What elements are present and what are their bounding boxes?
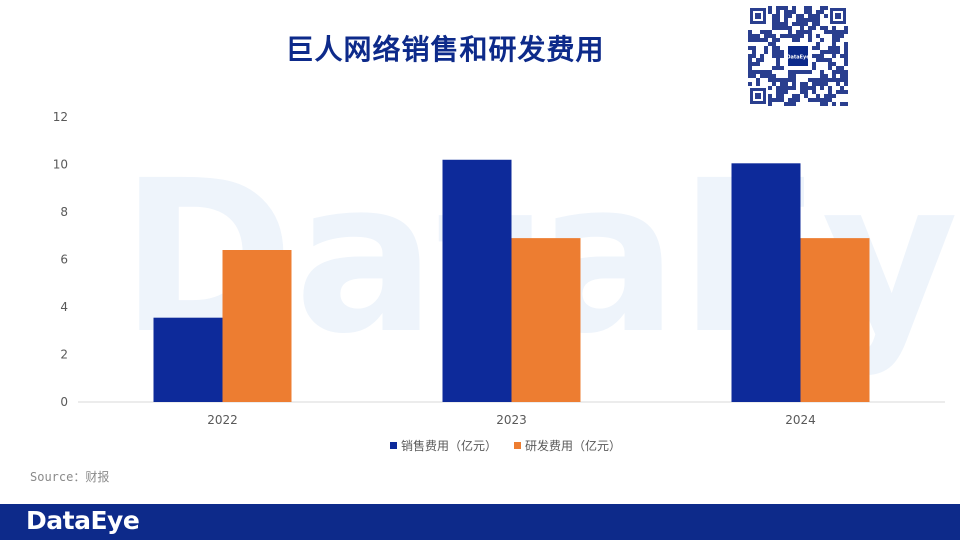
- y-tick-label: 12: [53, 110, 68, 124]
- bar-rnd-2022: [222, 250, 292, 402]
- y-tick-label: 4: [60, 300, 68, 314]
- x-tick-label: 2023: [496, 413, 527, 427]
- x-tick-label: 2024: [785, 413, 816, 427]
- y-tick-label: 2: [60, 348, 68, 362]
- y-tick-label: 10: [53, 158, 68, 172]
- legend-swatch: [514, 442, 521, 449]
- legend-swatch: [390, 442, 397, 449]
- y-axis-ticks: 0 2 4 6 8 10 12: [53, 110, 68, 409]
- bar-rnd-2024: [800, 238, 870, 402]
- y-tick-label: 0: [60, 395, 68, 409]
- source-note: Source：财报: [30, 470, 110, 484]
- legend: 销售费用（亿元） 研发费用（亿元）: [390, 438, 621, 453]
- bar-sales-2023: [442, 159, 512, 402]
- x-axis-ticks: 2022 2023 2024: [207, 413, 816, 427]
- y-tick-label: 6: [60, 253, 68, 267]
- legend-label: 销售费用（亿元）: [401, 438, 497, 453]
- chart-title: 巨人网络销售和研发费用: [285, 33, 605, 66]
- x-tick-label: 2022: [207, 413, 238, 427]
- qr-center-logo: [788, 46, 808, 66]
- bar-sales-2022: [153, 317, 223, 402]
- bars: [153, 159, 870, 402]
- y-tick-label: 8: [60, 205, 68, 219]
- qr-code: DataEye: [748, 6, 848, 106]
- footer-logo: DataEye: [26, 506, 140, 535]
- legend-label: 研发费用（亿元）: [525, 438, 621, 453]
- bar-sales-2024: [731, 163, 801, 402]
- footer-bar: DataEye: [0, 504, 960, 540]
- qr-logo-text: DataEye: [786, 55, 810, 61]
- bar-rnd-2023: [511, 238, 581, 402]
